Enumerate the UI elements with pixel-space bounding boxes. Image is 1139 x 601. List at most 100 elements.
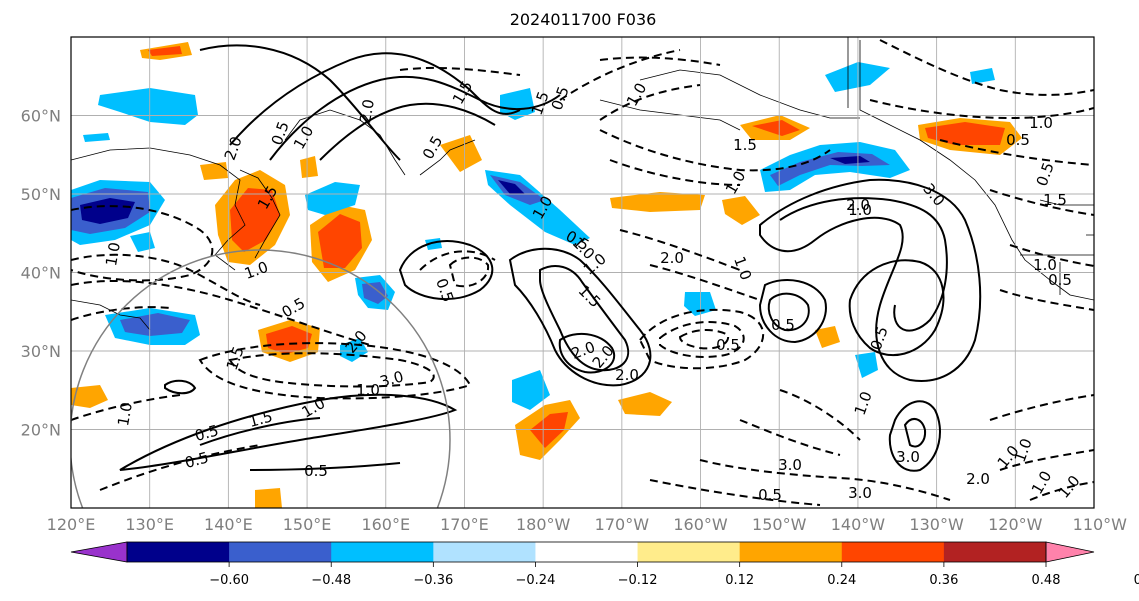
map-content xyxy=(71,37,1094,508)
colorbar-extend-high xyxy=(1045,541,1095,563)
contour-label: 3.0 xyxy=(778,456,802,474)
contour-label: 2.0 xyxy=(966,470,990,488)
colorbar-tick-label: 0.60 xyxy=(1134,573,1139,588)
negative-contours xyxy=(71,39,1094,506)
map-frame xyxy=(70,36,1095,509)
lat-label: 30°N xyxy=(21,342,61,361)
contour-label: 0.5 xyxy=(183,448,211,472)
contour-label: 0.5 xyxy=(1048,271,1072,289)
contour-label: 2.0 xyxy=(660,249,684,267)
positive-anomaly-patch xyxy=(722,196,760,225)
lat-label: 50°N xyxy=(21,185,61,204)
colorbar-segment xyxy=(229,542,332,562)
colorbar-segment xyxy=(535,542,639,562)
positive-anomaly-patch xyxy=(200,162,228,180)
contour-label: 1.5 xyxy=(733,136,757,154)
lon-label: 120°W xyxy=(988,515,1043,534)
positive-anomaly-patch xyxy=(530,412,568,448)
lon-label: 160°E xyxy=(361,515,410,534)
contour-label: 0.5 xyxy=(1006,131,1030,149)
lon-label: 170°E xyxy=(440,515,489,534)
colorbar-segment xyxy=(127,542,230,562)
negative-anomaly-patch xyxy=(83,133,110,142)
contour-label: 1.0 xyxy=(102,241,124,268)
contour-label: 0.5 xyxy=(193,421,221,445)
contour-label: 3.0 xyxy=(378,367,406,391)
lon-label: 170°W xyxy=(595,515,650,534)
colorbar-tick-label: 0.12 xyxy=(725,573,754,588)
negative-anomaly-patch xyxy=(120,313,190,336)
colorbar-tick-label: 0.48 xyxy=(1032,573,1061,588)
lat-labels: 60°N 50°N 40°N 30°N 20°N xyxy=(21,107,61,440)
contour-label: 0.5 xyxy=(716,336,740,354)
positive-anomaly-patch xyxy=(148,46,182,56)
colorbar: −0.60 −0.48 −0.36 −0.24 −0.12 0.12 0.24 0.36 0.4… xyxy=(70,541,1139,588)
lat-label: 40°N xyxy=(21,264,61,283)
positive-anomaly-patch xyxy=(610,192,705,212)
contour-label: 0.5 xyxy=(304,462,328,480)
contour-label: 2.0 xyxy=(846,196,870,214)
colorbar-segment xyxy=(739,542,843,562)
contour-label: 0.5 xyxy=(771,316,795,334)
map-title: 2024011700 F036 xyxy=(510,10,657,29)
lon-label: 180°W xyxy=(516,515,571,534)
colorbar-segment xyxy=(841,542,945,562)
negative-anomaly-patch xyxy=(498,180,525,194)
lat-label: 20°N xyxy=(21,421,61,440)
contour-label: 1.0 xyxy=(1033,256,1057,274)
lon-label: 130°E xyxy=(125,515,174,534)
positive-anomaly-patch xyxy=(925,122,1005,145)
negative-anomaly-patch xyxy=(500,88,535,120)
positive-anomaly-patch xyxy=(618,392,672,416)
negative-anomaly-patch xyxy=(830,156,870,164)
contour-labels: 1.02.01.50.51.02.01.50.51.01.01.52.01.52… xyxy=(102,78,1084,504)
lat-label: 60°N xyxy=(21,107,61,126)
contour-label: 3.0 xyxy=(896,448,920,466)
reference-circle xyxy=(71,249,451,508)
contour-label: 3.0 xyxy=(848,484,872,502)
positive-contours xyxy=(119,44,982,472)
lon-label: 120°E xyxy=(47,515,96,534)
negative-anomaly-patch xyxy=(855,352,878,378)
coastlines xyxy=(71,37,1094,331)
lon-label: 140°E xyxy=(204,515,253,534)
negative-anomaly-patch xyxy=(362,282,388,304)
colorbar-segment xyxy=(637,542,741,562)
colorbar-tick-label: 0.24 xyxy=(827,573,856,588)
contour-label: 2.0 xyxy=(356,98,378,125)
positive-anomaly-patch xyxy=(255,488,282,508)
colorbar-tick-label: −0.24 xyxy=(516,573,556,588)
positive-anomaly-patch xyxy=(440,135,482,172)
colorbar-frame xyxy=(126,541,1047,563)
lon-labels: 120°E 130°E 140°E 150°E 160°E 170°E 180°W 170°W… xyxy=(47,515,1128,534)
negative-anomaly-patch xyxy=(512,370,550,410)
lon-label: 140°W xyxy=(831,515,886,534)
lon-label: 150°E xyxy=(283,515,332,534)
contour-label: 1.0 xyxy=(356,381,380,399)
contour-label: 0.5 xyxy=(758,486,782,504)
positive-anomaly-patch xyxy=(318,214,362,268)
colorbar-tick-label: −0.36 xyxy=(413,573,453,588)
negative-anomaly-patch xyxy=(305,182,360,215)
positive-anomaly-patch xyxy=(815,326,840,348)
negative-anomaly-patch xyxy=(970,68,995,84)
contour-label: 2.0 xyxy=(615,366,639,384)
positive-anomaly-patch xyxy=(266,326,312,354)
colorbar-extend-low xyxy=(70,541,128,563)
positive-anomaly-patch xyxy=(300,156,318,178)
lon-label: 110°W xyxy=(1073,515,1128,534)
lon-label: 150°W xyxy=(752,515,807,534)
contour-label: 1.5 xyxy=(247,407,275,431)
colorbar-segment xyxy=(331,542,434,562)
negative-anomaly-patch xyxy=(130,232,155,252)
lon-label: 160°W xyxy=(673,515,728,534)
colorbar-tick-label: −0.60 xyxy=(209,573,249,588)
colorbar-tick-label: −0.12 xyxy=(618,573,658,588)
colorbar-tick-label: 0.36 xyxy=(929,573,958,588)
contour-label: 1.5 xyxy=(1043,191,1067,209)
contour-label: 1.0 xyxy=(1029,114,1053,132)
positive-anomaly-patch xyxy=(752,120,800,136)
shaded-anomalies xyxy=(71,42,1022,508)
negative-anomaly-patch xyxy=(80,198,135,224)
